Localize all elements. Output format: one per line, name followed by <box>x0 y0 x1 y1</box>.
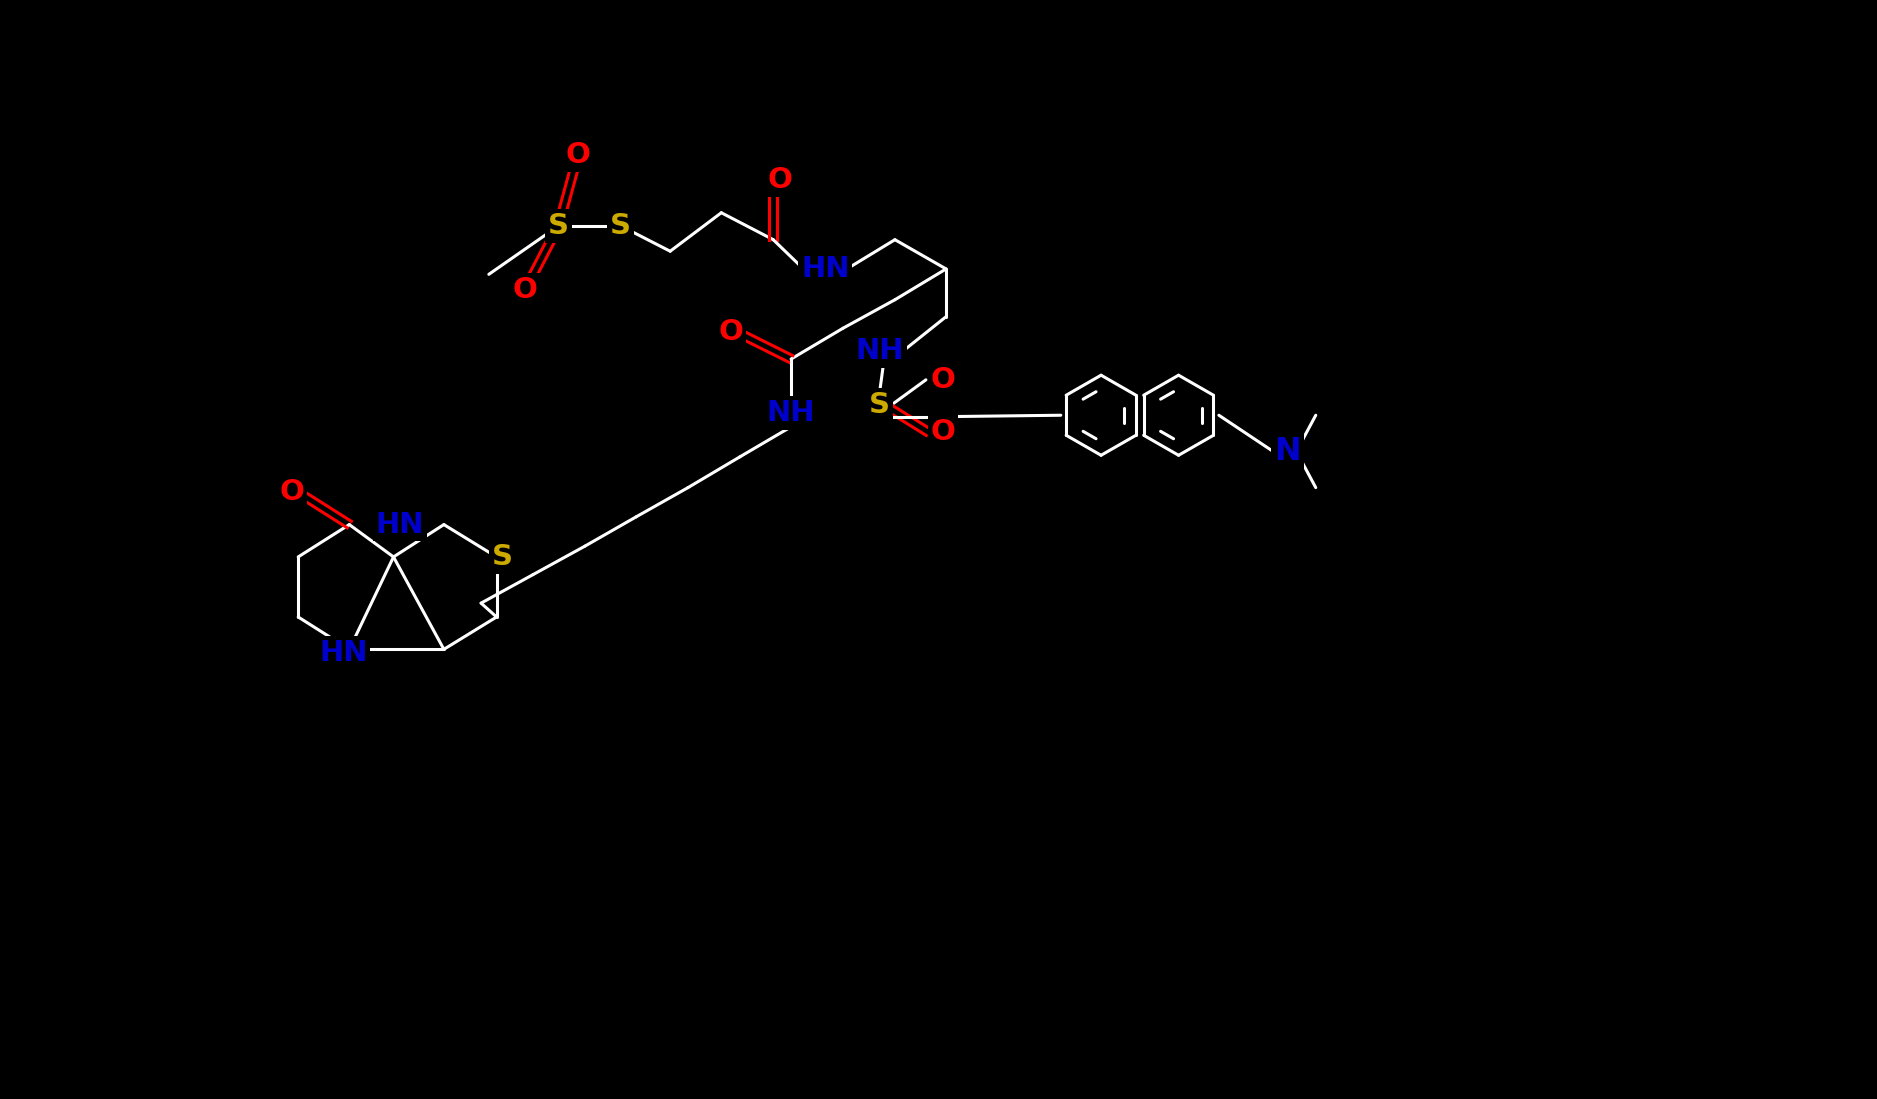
Text: S: S <box>869 391 890 419</box>
Text: S: S <box>610 212 631 240</box>
Text: O: O <box>512 276 537 303</box>
Text: HN: HN <box>375 511 424 539</box>
Text: S: S <box>548 212 569 240</box>
Text: O: O <box>931 419 955 446</box>
Text: HN: HN <box>801 255 850 282</box>
Text: O: O <box>931 366 955 393</box>
Text: S: S <box>492 543 512 570</box>
Text: NH: NH <box>768 399 815 426</box>
Text: NH: NH <box>856 337 903 365</box>
Text: O: O <box>768 166 792 193</box>
Text: O: O <box>280 478 304 507</box>
Text: O: O <box>719 318 743 346</box>
Text: O: O <box>565 141 591 169</box>
Text: HN: HN <box>319 640 368 667</box>
Text: N: N <box>1274 436 1301 467</box>
